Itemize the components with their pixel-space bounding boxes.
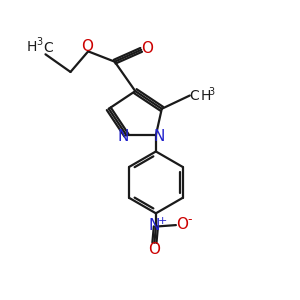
Text: 3: 3 [37,37,43,47]
Text: O: O [81,39,93,54]
Text: N: N [149,218,160,233]
Text: N: N [154,129,165,144]
Text: O: O [141,41,153,56]
Text: N: N [117,129,129,144]
Text: C: C [190,88,200,103]
Text: -: - [188,213,192,226]
Text: +: + [158,216,167,226]
Text: 3: 3 [208,87,214,97]
Text: C: C [44,40,53,55]
Text: O: O [176,217,188,232]
Text: H: H [26,40,37,54]
Text: H: H [200,88,211,103]
Text: O: O [148,242,160,257]
